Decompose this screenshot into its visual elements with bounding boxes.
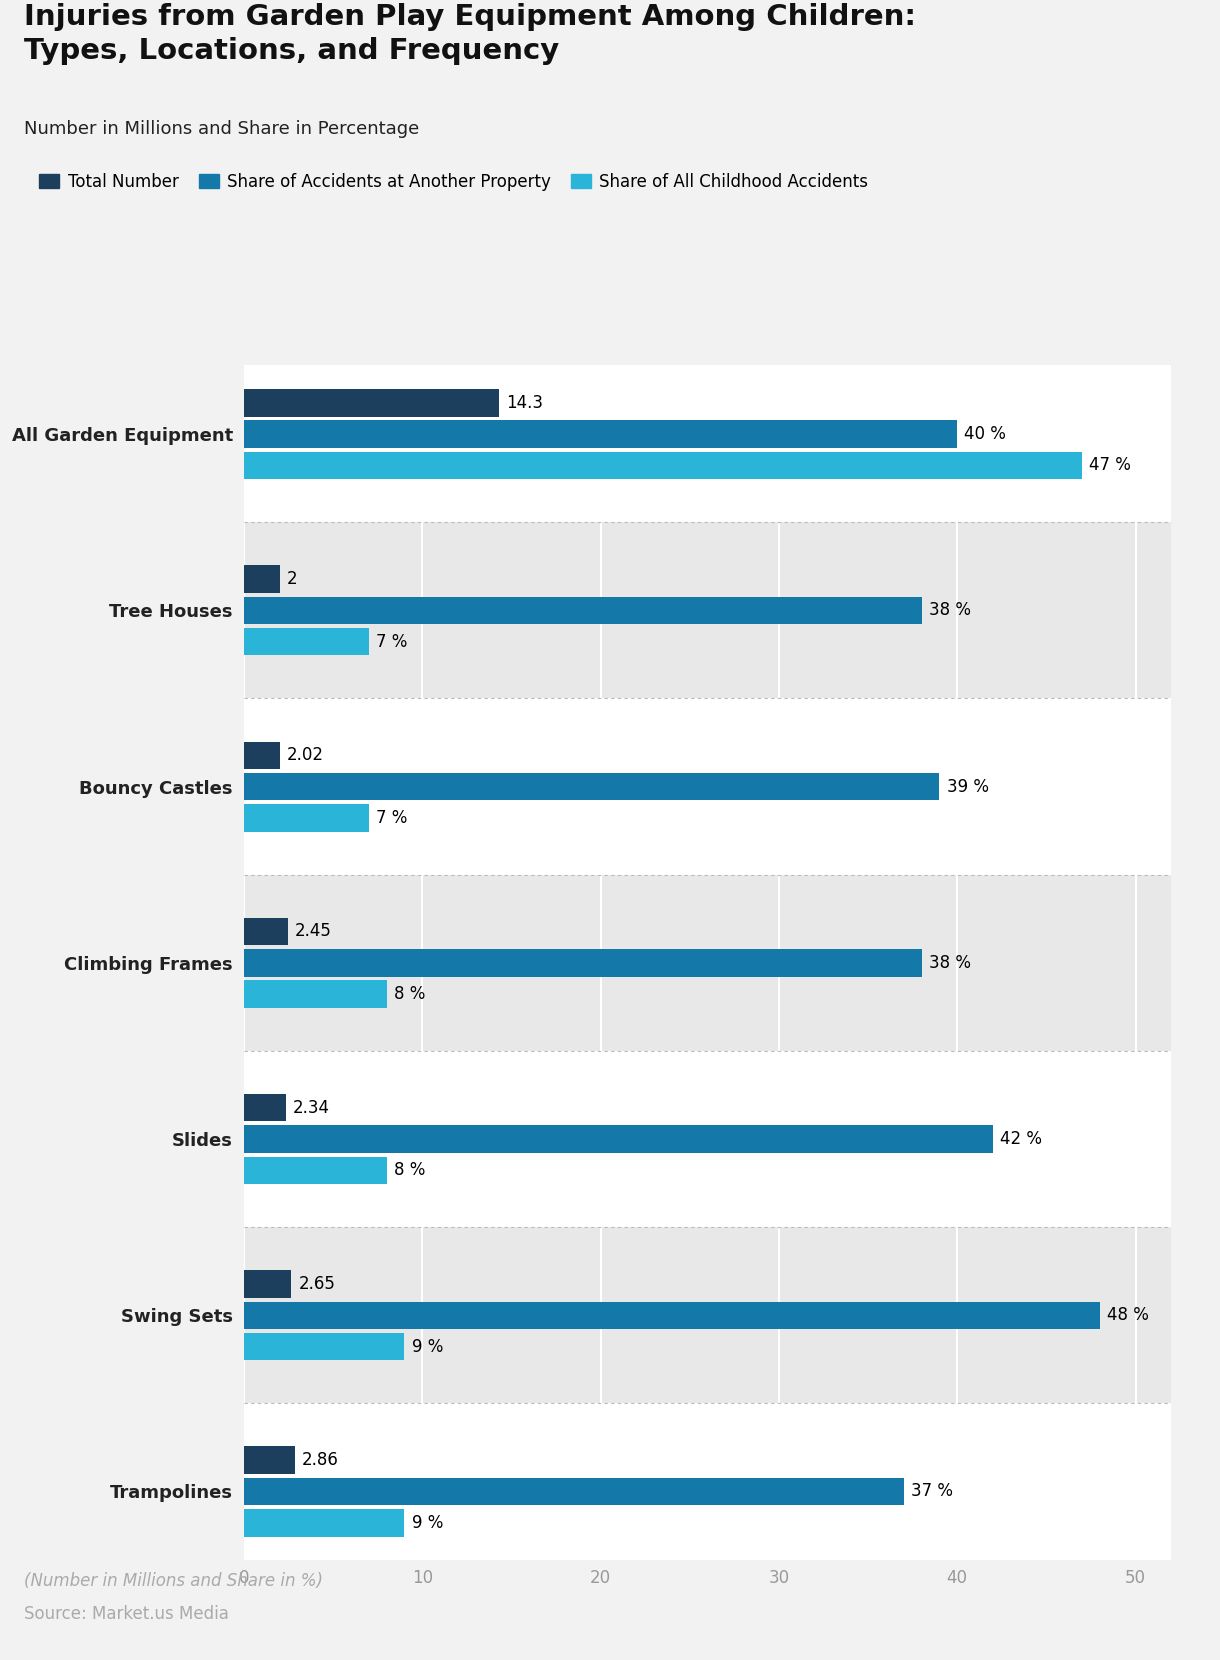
Text: 14.3: 14.3 bbox=[506, 393, 543, 412]
Text: 9 %: 9 % bbox=[411, 1338, 443, 1356]
Text: 8 %: 8 % bbox=[394, 984, 425, 1003]
Bar bbox=[244, 1446, 295, 1474]
Text: (Number in Millions and Share in %): (Number in Millions and Share in %) bbox=[24, 1572, 323, 1590]
Legend: Total Number, Share of Accidents at Another Property, Share of All Childhood Acc: Total Number, Share of Accidents at Anot… bbox=[33, 166, 875, 198]
Text: 37 %: 37 % bbox=[911, 1482, 953, 1501]
Bar bbox=[244, 345, 1171, 523]
Bar bbox=[244, 1333, 405, 1360]
Bar bbox=[244, 803, 368, 832]
Text: 48 %: 48 % bbox=[1107, 1306, 1149, 1325]
Text: 8 %: 8 % bbox=[394, 1162, 425, 1179]
Text: 40 %: 40 % bbox=[964, 425, 1006, 443]
Bar bbox=[244, 627, 368, 656]
Text: 9 %: 9 % bbox=[411, 1514, 443, 1532]
Bar bbox=[244, 981, 387, 1008]
Text: 42 %: 42 % bbox=[1000, 1130, 1042, 1149]
Bar bbox=[244, 523, 1171, 699]
Text: Source: Market.us Media: Source: Market.us Media bbox=[24, 1605, 229, 1623]
Bar bbox=[244, 452, 1082, 480]
Text: 47 %: 47 % bbox=[1089, 457, 1131, 475]
Text: Injuries from Garden Play Equipment Among Children:
Types, Locations, and Freque: Injuries from Garden Play Equipment Amon… bbox=[24, 3, 916, 65]
Bar bbox=[244, 875, 1171, 1051]
Text: 39 %: 39 % bbox=[947, 777, 988, 795]
Bar bbox=[244, 742, 281, 769]
Text: 2.45: 2.45 bbox=[295, 923, 332, 941]
Bar bbox=[244, 596, 921, 624]
Text: 38 %: 38 % bbox=[928, 601, 971, 619]
Bar bbox=[244, 1477, 904, 1506]
Bar bbox=[244, 774, 939, 800]
Bar bbox=[244, 1227, 1171, 1403]
Text: 2.02: 2.02 bbox=[287, 747, 325, 764]
Bar bbox=[244, 1157, 387, 1184]
Bar bbox=[244, 1403, 1171, 1580]
Bar bbox=[244, 1094, 285, 1122]
Bar bbox=[244, 950, 921, 976]
Text: 2.65: 2.65 bbox=[299, 1275, 336, 1293]
Text: 7 %: 7 % bbox=[376, 808, 407, 827]
Text: 2.86: 2.86 bbox=[303, 1451, 339, 1469]
Text: Number in Millions and Share in Percentage: Number in Millions and Share in Percenta… bbox=[24, 120, 420, 138]
Text: 7 %: 7 % bbox=[376, 632, 407, 651]
Bar bbox=[244, 918, 288, 945]
Bar bbox=[244, 1509, 405, 1537]
Bar bbox=[244, 699, 1171, 875]
Text: 2: 2 bbox=[287, 569, 298, 588]
Bar bbox=[244, 1270, 292, 1298]
Bar bbox=[244, 566, 279, 593]
Bar bbox=[244, 1301, 1100, 1330]
Text: 38 %: 38 % bbox=[928, 954, 971, 971]
Bar bbox=[244, 1051, 1171, 1227]
Text: 2.34: 2.34 bbox=[293, 1099, 329, 1117]
Bar bbox=[244, 1125, 993, 1152]
Bar bbox=[244, 388, 499, 417]
Bar bbox=[244, 420, 958, 448]
